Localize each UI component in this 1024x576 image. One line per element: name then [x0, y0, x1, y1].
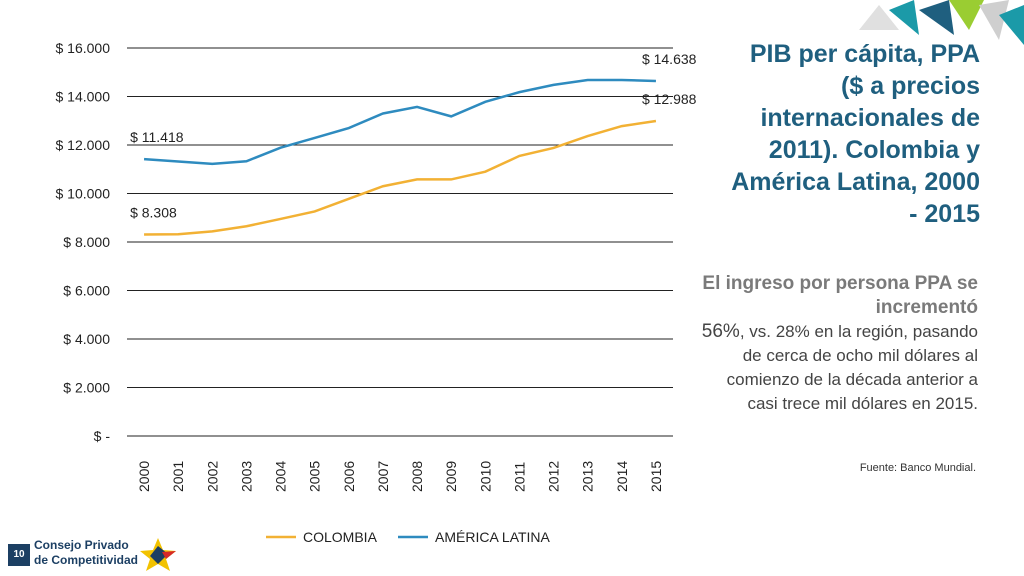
x-tick-label: 2001: [170, 461, 186, 492]
x-tick-label: 2006: [341, 461, 357, 492]
y-tick-label: $ 8.000: [63, 234, 110, 250]
chart-series: [143, 78, 657, 236]
data-label: $ 8.308: [130, 205, 177, 221]
y-tick-label: $ 6.000: [63, 283, 110, 299]
data-label: $ 11.418: [130, 129, 184, 145]
x-tick-label: 2008: [409, 461, 425, 492]
chart-grid: [127, 47, 673, 437]
legend-label: COLOMBIA: [303, 529, 378, 545]
x-tick-label: 2012: [546, 461, 562, 492]
data-label: $ 14.638: [642, 51, 697, 67]
x-tick-label: 2014: [614, 461, 630, 492]
data-label: $ 12.988: [642, 91, 697, 107]
chart-legend: COLOMBIA AMÉRICA LATINA: [266, 529, 551, 545]
summary-percent: 56%: [701, 321, 740, 342]
source-note: Fuente: Banco Mundial.: [859, 462, 976, 474]
legend-label: AMÉRICA LATINA: [435, 529, 551, 545]
page-title: PIB per cápita, PPA ($ a precios interna…: [731, 40, 980, 228]
x-tick-label: 2010: [477, 461, 493, 492]
x-tick-label: 2011: [511, 462, 527, 492]
logo-text: Consejo Privado de Competitividad: [34, 538, 138, 568]
logo-badge: 10: [8, 544, 30, 566]
y-tick-label: $ 12.000: [56, 137, 111, 153]
chart-annotations: $ 8.308 $ 11.418 $ 12.988 $ 14.638: [130, 51, 697, 221]
line-chart: $ - $ 2.000 $ 4.000 $ 6.000 $ 8.000 $ 10.000 $…: [56, 40, 697, 545]
summary-lead: El ingreso por persona PPA se incrementó: [702, 273, 978, 318]
series-line-america-latina: [143, 78, 656, 166]
y-tick-label: $ 2.000: [63, 380, 110, 396]
x-tick-label: 2013: [580, 461, 596, 492]
y-tick-label: $ 10.000: [56, 186, 111, 202]
logo-line2: de Competitividad: [34, 553, 139, 567]
y-tick-label: $ -: [94, 428, 111, 444]
x-tick-label: 2003: [238, 461, 254, 492]
x-tick-label: 2009: [443, 461, 459, 492]
logo: 10 Consejo Privado de Competitividad: [4, 536, 194, 572]
series-line-colombia: [144, 119, 657, 236]
x-tick-label: 2002: [204, 461, 220, 492]
x-tick-label: 2015: [648, 461, 664, 492]
x-axis-ticks: 2000 2001 2002 2003 2004 2005 2006 2007 2008 2009…: [136, 461, 664, 492]
y-tick-label: $ 14.000: [56, 89, 111, 105]
summary-text: El ingreso por persona PPA se incrementó…: [693, 272, 978, 416]
x-tick-label: 2007: [375, 461, 391, 492]
x-tick-label: 2000: [136, 461, 152, 492]
y-tick-label: $ 4.000: [63, 331, 110, 347]
x-tick-label: 2005: [307, 461, 323, 492]
y-axis-ticks: $ - $ 2.000 $ 4.000 $ 6.000 $ 8.000 $ 10.000 $…: [56, 40, 111, 444]
x-tick-label: 2004: [273, 461, 289, 492]
logo-line1: Consejo Privado: [34, 538, 129, 552]
logo-star-icon: [140, 538, 176, 571]
summary-rest: , vs. 28% en la región, pasando de cerca…: [726, 322, 978, 413]
decorative-shapes: [859, 0, 1024, 45]
y-tick-label: $ 16.000: [56, 40, 111, 56]
